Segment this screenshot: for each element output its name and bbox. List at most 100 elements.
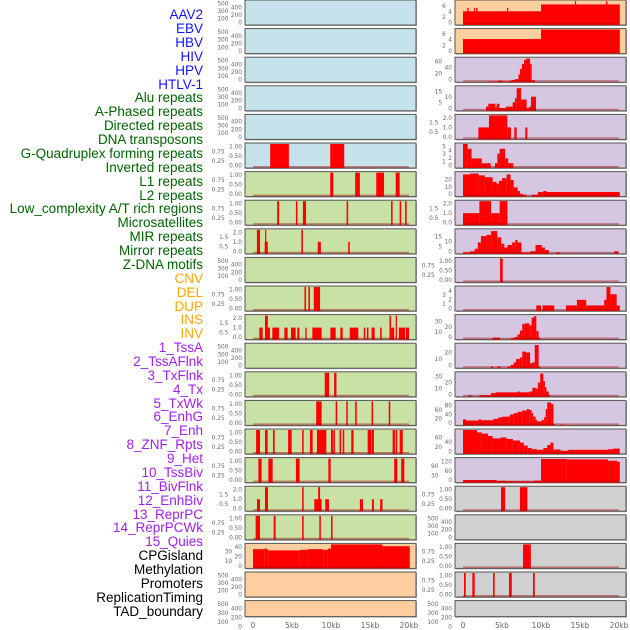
data-bar [463, 174, 471, 197]
y-tick-label: 400 [231, 263, 242, 269]
y-tick-label: 0.00 [229, 307, 242, 313]
data-bar [527, 448, 532, 454]
data-bar [331, 515, 333, 540]
data-bar [523, 445, 528, 454]
track-label: Mirror repeats [118, 243, 203, 259]
y-tick-label: 0.00 [229, 192, 242, 198]
data-bar [468, 395, 472, 397]
data-bar [519, 392, 530, 397]
data-bar [302, 487, 304, 512]
data-bar [522, 410, 527, 426]
data-bar [519, 68, 522, 83]
data-bar [530, 363, 533, 369]
data-bar [500, 437, 507, 454]
y-tick-label: 1.00 [229, 402, 242, 408]
y-tick-label: 100 [217, 360, 228, 366]
baseline-bar [463, 452, 619, 454]
y-tick-label: 10 [225, 559, 233, 565]
data-bar [500, 487, 506, 512]
y-tick-label: 0.50 [229, 411, 242, 417]
data-bar [509, 573, 512, 597]
data-bar [268, 458, 273, 483]
y-tick-label: 15 [435, 90, 443, 96]
y-tick-label: 0.5 [219, 330, 229, 336]
data-bar [614, 251, 619, 254]
y-tick-label: 0 [238, 78, 242, 84]
y-tick-label: 1.00 [229, 459, 242, 465]
data-bar [523, 194, 527, 197]
track-label: DUP [174, 298, 203, 314]
data-bar [512, 242, 516, 254]
data-bar [551, 404, 554, 426]
track-label: AAV2 [169, 7, 203, 23]
y-tick-label: 200 [231, 13, 242, 19]
y-tick-label: 500 [217, 30, 228, 36]
data-bar [529, 325, 532, 340]
data-bar [486, 234, 492, 254]
y-tick-label: 15 [435, 234, 443, 240]
y-tick-label: 0 [238, 21, 242, 27]
baseline-bar [463, 309, 619, 311]
track-label: Inverted repeats [105, 159, 203, 175]
data-bar [487, 436, 493, 454]
y-tick-label: 100 [217, 589, 228, 595]
track-panel [454, 514, 627, 541]
y-tick-label: 200 [231, 356, 242, 362]
data-bar [504, 392, 518, 397]
data-bar [478, 127, 489, 140]
y-tick-label: 0.00 [229, 164, 242, 170]
y-tick-label: 10 [435, 357, 443, 363]
y-tick-label: 0.00 [229, 221, 242, 227]
data-bar [494, 163, 498, 168]
y-tick-label: 0 [448, 625, 452, 630]
data-bar [502, 178, 507, 197]
data-bar [273, 515, 276, 540]
y-tick-label: 1.00 [229, 288, 242, 294]
data-bar [537, 191, 544, 197]
data-bar [265, 487, 268, 512]
y-tick-label: 300 [217, 267, 228, 273]
data-bar [499, 201, 508, 226]
data-bar [334, 372, 337, 397]
data-bar [542, 305, 555, 311]
y-tick-label: 0.50 [229, 183, 242, 189]
y-tick-label: 0.50 [229, 469, 242, 475]
data-bar [516, 88, 522, 111]
data-bar [497, 153, 500, 168]
data-bar [531, 194, 538, 197]
data-bar [522, 351, 527, 369]
data-bar [532, 362, 535, 369]
data-bar [284, 327, 288, 340]
y-tick-label: 0 [448, 478, 452, 484]
track-label: 8_ZNF_Rpts [126, 437, 203, 453]
data-bar [502, 416, 510, 426]
data-bar [467, 148, 472, 168]
data-bar [331, 544, 383, 569]
y-tick-label: 0 [448, 535, 452, 541]
track-label: HBV [175, 34, 203, 50]
data-bar [522, 324, 525, 340]
data-bar [492, 438, 501, 454]
y-tick-label: 0.00 [229, 478, 242, 484]
baseline-bar [253, 309, 409, 311]
track-panel [454, 571, 627, 598]
track-panel [244, 571, 417, 598]
y-tick-label: 100 [217, 620, 228, 626]
track-panel [454, 56, 627, 83]
data-bar [367, 430, 372, 454]
y-tick-label: 0.75 [212, 521, 225, 527]
y-tick-label: 0.50 [439, 268, 452, 274]
y-tick-label: 60 [435, 60, 443, 66]
y-tick-label: 100 [217, 131, 228, 137]
y-tick-label: 0.75 [212, 435, 225, 441]
y-tick-label: 400 [231, 63, 242, 69]
y-tick-label: 0.75 [422, 264, 435, 270]
data-bar [530, 63, 532, 83]
track-panel [244, 371, 417, 398]
data-bar [478, 419, 481, 426]
y-tick-label: 4 [448, 148, 452, 154]
data-bar [541, 458, 567, 483]
data-bar [492, 181, 497, 197]
data-bar [486, 106, 489, 111]
y-tick-label: 1.00 [229, 373, 242, 379]
